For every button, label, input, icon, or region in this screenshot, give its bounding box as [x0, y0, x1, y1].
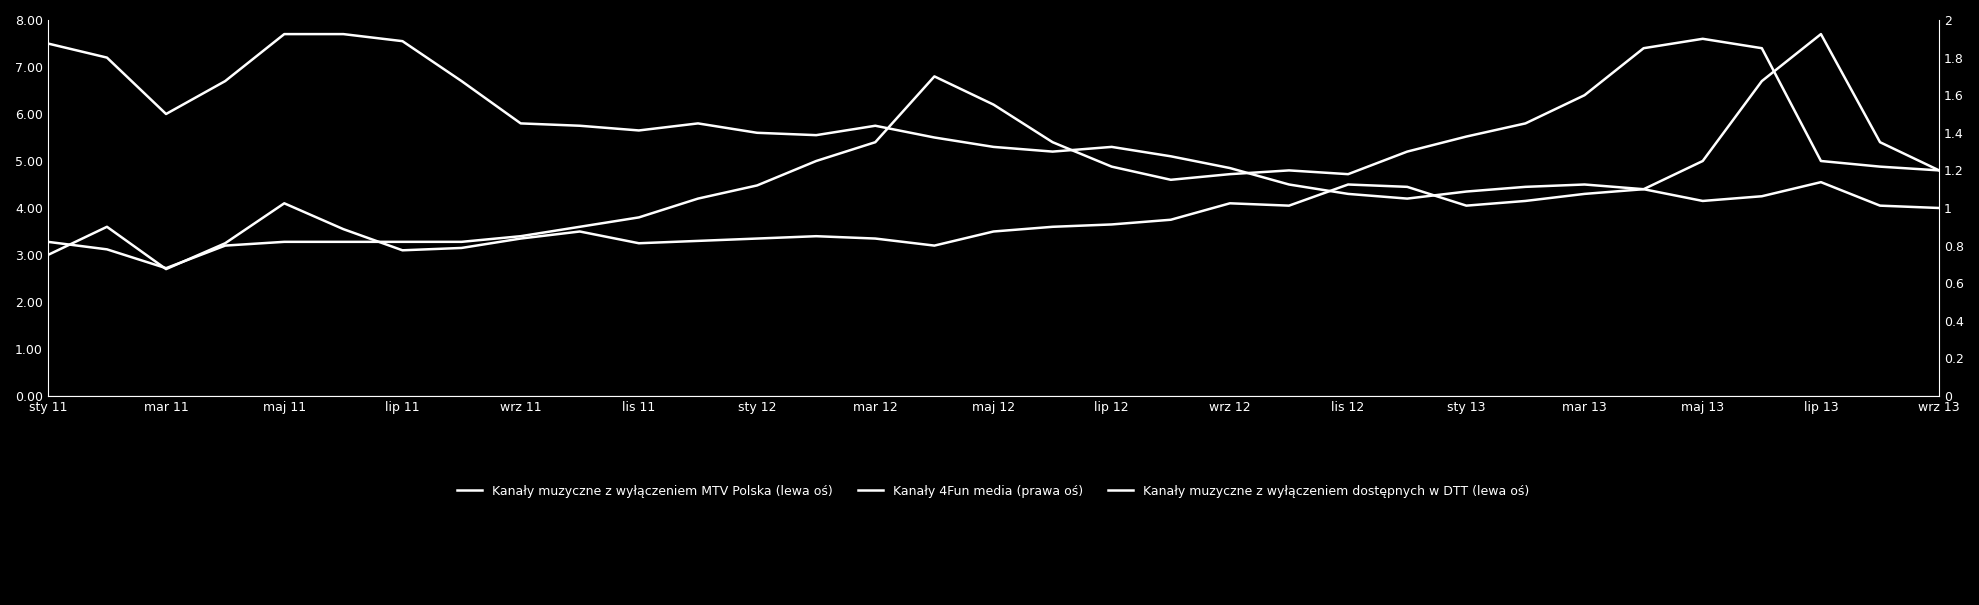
Legend: Kanały muzyczne z wyłączeniem MTV Polska (lewa oś), Kanały 4Fun media (prawa oś): Kanały muzyczne z wyłączeniem MTV Polska…	[453, 480, 1534, 503]
